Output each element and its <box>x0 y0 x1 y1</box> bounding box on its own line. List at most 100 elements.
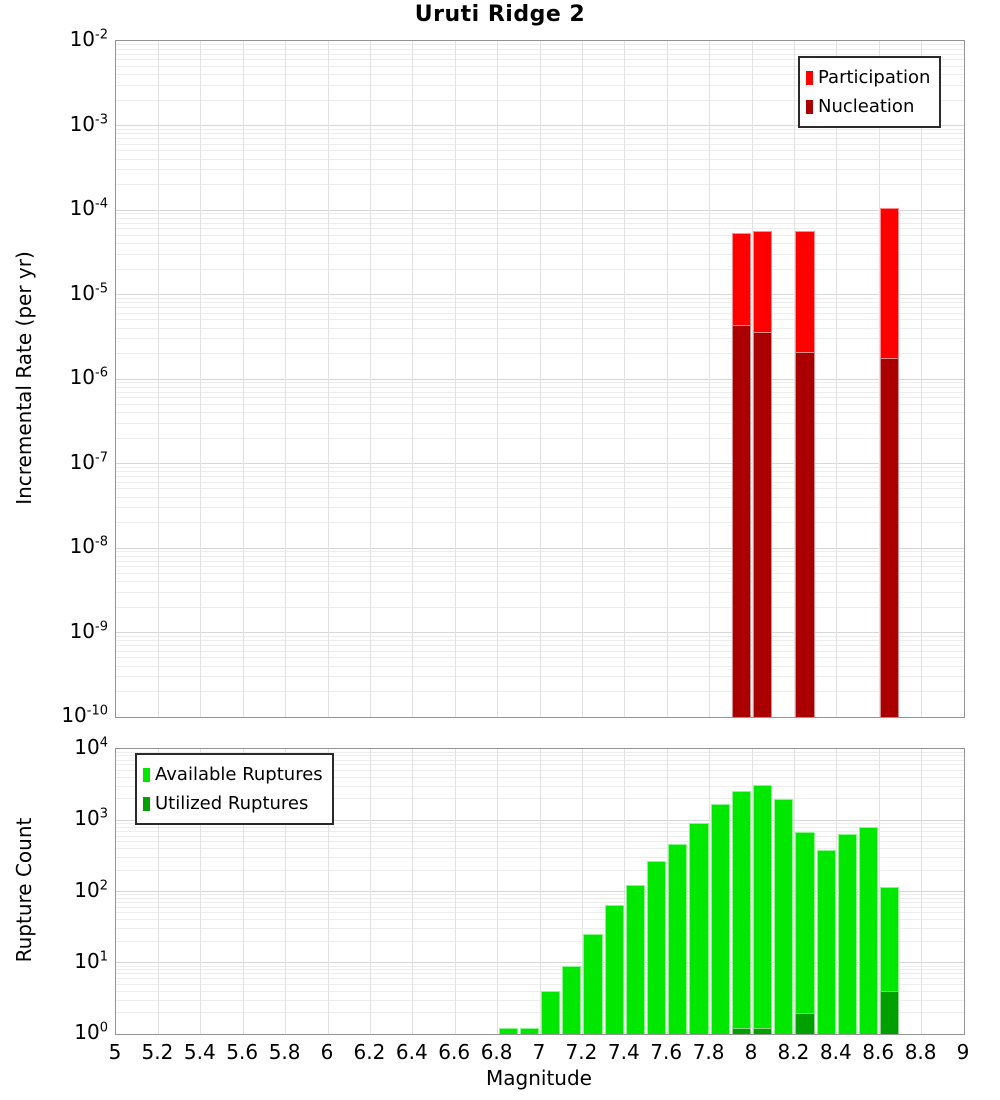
bar-utilized-ruptures-m8.65 <box>880 991 900 1034</box>
y-tick-label-1e-10: 10-10 <box>61 703 108 727</box>
x-tick-label-6.8: 6.8 <box>480 1040 513 1064</box>
bar-available-ruptures-m7.05 <box>541 991 561 1034</box>
gridline <box>497 749 499 1034</box>
gridline <box>157 41 159 717</box>
bar-available-ruptures-m8.25 <box>795 832 815 1034</box>
bar-available-ruptures-m8.55 <box>859 827 879 1034</box>
y-tick-label-1e-8: 10-8 <box>69 534 108 558</box>
x-tick-label-6.4: 6.4 <box>395 1040 428 1064</box>
x-tick-label-7.6: 7.6 <box>650 1040 683 1064</box>
x-tick-label-6.6: 6.6 <box>438 1040 471 1064</box>
x-tick-label-8.6: 8.6 <box>862 1040 895 1064</box>
gridline <box>581 749 583 1034</box>
gridline <box>921 41 923 717</box>
y-tick-label-1e2: 102 <box>74 877 108 902</box>
x-tick-label-7.8: 7.8 <box>692 1040 725 1064</box>
bar-available-ruptures-m7.15 <box>562 966 582 1034</box>
gridline <box>666 749 668 1034</box>
bar-available-ruptures-m7.35 <box>604 904 624 1034</box>
x-tick-label-8: 8 <box>744 1040 758 1064</box>
bar-available-ruptures-m8.45 <box>837 833 857 1034</box>
gridline <box>624 41 626 717</box>
gridline <box>412 749 414 1034</box>
y-tick-label-1e1: 101 <box>74 948 108 973</box>
gridline <box>412 41 414 717</box>
gridline <box>793 749 795 1034</box>
gridline <box>666 41 668 717</box>
bar-nucleation-m8.65 <box>880 358 900 717</box>
x-tick-label-8.8: 8.8 <box>904 1040 937 1064</box>
legend-label: Utilized Ruptures <box>155 793 309 814</box>
gridline <box>497 41 499 717</box>
y-tick-label-1e-5: 10-5 <box>69 280 108 305</box>
gridline <box>793 41 795 717</box>
x-axis-label: Magnitude <box>486 1066 592 1090</box>
bar-available-ruptures-m6.95 <box>519 1028 539 1034</box>
gridline <box>751 749 753 1034</box>
x-tick-label-7.2: 7.2 <box>565 1040 598 1064</box>
gridline <box>539 41 541 717</box>
x-tick-label-8.4: 8.4 <box>819 1040 852 1064</box>
bar-utilized-ruptures-m8.25 <box>795 1012 815 1034</box>
gridline <box>369 41 371 717</box>
x-tick-label-7: 7 <box>532 1040 546 1064</box>
x-tick-label-5.2: 5.2 <box>141 1040 174 1064</box>
gridline <box>921 749 923 1034</box>
gridline <box>751 41 753 717</box>
x-tick-label-6.2: 6.2 <box>353 1040 386 1064</box>
gridline <box>878 41 880 717</box>
bar-available-ruptures-m8.15 <box>774 798 794 1034</box>
bar-nucleation-m7.95 <box>731 324 751 717</box>
bar-available-ruptures-m7.75 <box>689 822 709 1034</box>
incremental-rate-plot <box>115 40 965 718</box>
y-tick-label-1e-2: 10-2 <box>69 27 108 51</box>
legend-label: Nucleation <box>818 96 915 117</box>
gridline <box>454 41 456 717</box>
legend-item-participation: Participation <box>806 63 930 92</box>
gridline <box>624 749 626 1034</box>
bar-available-ruptures-m7.55 <box>647 860 667 1034</box>
x-tick-label-7.4: 7.4 <box>607 1040 640 1064</box>
legend-item-available-ruptures: Available Ruptures <box>143 760 323 789</box>
bar-available-ruptures-m7.85 <box>710 803 730 1034</box>
gridline <box>581 41 583 717</box>
chart-title: Uruti Ridge 2 <box>414 2 586 27</box>
bar-available-ruptures-m7.25 <box>583 934 603 1034</box>
bar-nucleation-m8.05 <box>753 332 773 717</box>
bar-utilized-ruptures-m8.05 <box>753 1028 773 1034</box>
gridline <box>539 749 541 1034</box>
bar-available-ruptures-m8.05 <box>753 785 773 1034</box>
legend-item-nucleation: Nucleation <box>806 92 930 121</box>
legend-item-utilized-ruptures: Utilized Ruptures <box>143 789 323 818</box>
y-tick-label-1e-3: 10-3 <box>69 111 108 136</box>
x-tick-label-5: 5 <box>108 1040 122 1064</box>
gridline <box>242 749 244 1034</box>
legend-swatch-icon <box>143 796 150 811</box>
bar-nucleation-m8.25 <box>795 351 815 717</box>
gridline <box>285 41 287 717</box>
gridline <box>454 749 456 1034</box>
bar-utilized-ruptures-m7.95 <box>731 1028 751 1034</box>
gridline <box>709 41 711 717</box>
gridline <box>836 41 838 717</box>
y-tick-label-1e-9: 10-9 <box>69 618 108 643</box>
legend-label: Participation <box>818 67 931 88</box>
y-tick-label-1e3: 103 <box>74 806 108 831</box>
legend-label: Available Ruptures <box>155 764 323 785</box>
gridline <box>285 749 287 1034</box>
y-tick-label-1e-4: 10-4 <box>69 196 108 220</box>
gridline <box>200 749 202 1034</box>
legend: Available Ruptures Utilized Ruptures <box>135 753 334 825</box>
legend-swatch-icon <box>143 767 150 782</box>
bar-available-ruptures-m6.85 <box>498 1028 518 1034</box>
x-tick-label-5.8: 5.8 <box>268 1040 301 1064</box>
bar-available-ruptures-m7.95 <box>731 790 751 1034</box>
x-tick-label-5.4: 5.4 <box>183 1040 216 1064</box>
legend: Participation Nucleation <box>798 56 942 128</box>
y-tick-label-1e0: 100 <box>74 1020 108 1044</box>
x-tick-label-6: 6 <box>320 1040 334 1064</box>
x-tick-label-5.6: 5.6 <box>226 1040 259 1064</box>
gridline <box>157 749 159 1034</box>
gridline <box>327 41 329 717</box>
